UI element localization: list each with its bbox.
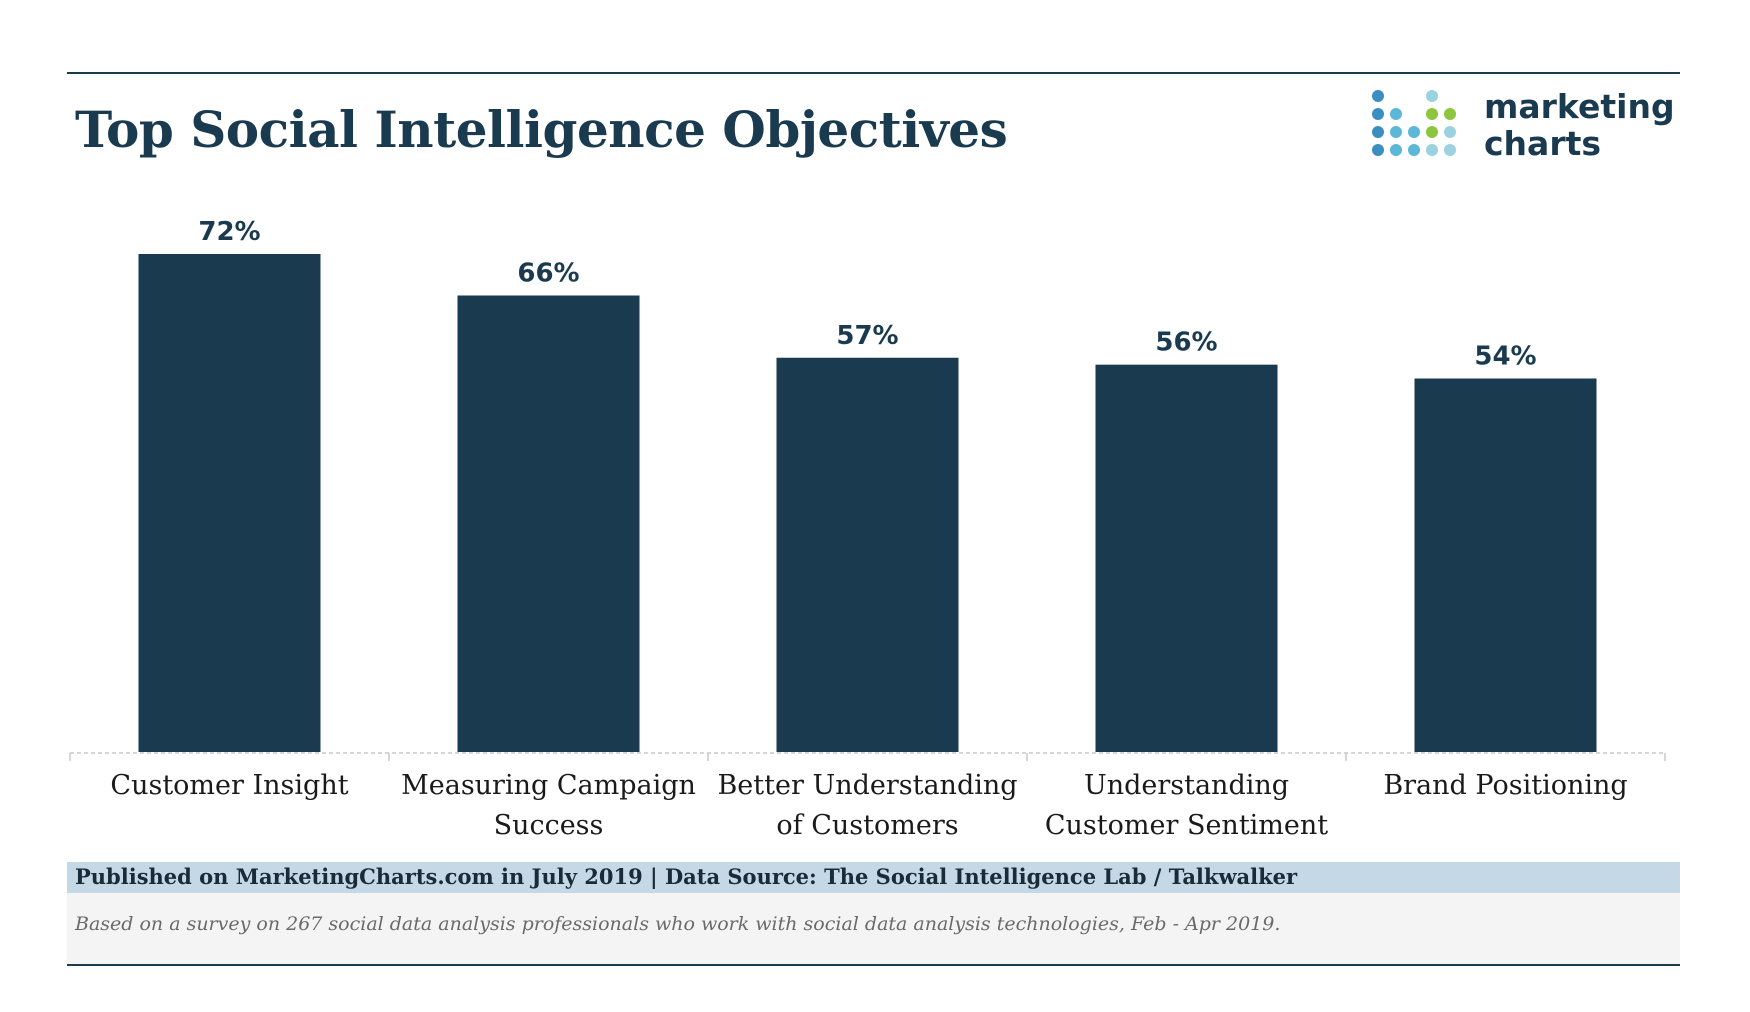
logo-dot	[1426, 126, 1438, 138]
data-label: 57%	[836, 321, 898, 351]
logo-dot	[1390, 108, 1402, 120]
x-tick-label: Better Understanding	[717, 770, 1017, 801]
x-tick-label: Brand Positioning	[1383, 770, 1627, 801]
logo-dot	[1390, 126, 1402, 138]
x-tick-label: Measuring Campaign	[401, 770, 696, 801]
x-tick-label: Success	[494, 810, 604, 841]
logo-line-1: marketing	[1484, 87, 1675, 126]
logo-line-2: charts	[1484, 124, 1602, 163]
bar	[776, 357, 959, 752]
data-label: 56%	[1155, 328, 1217, 358]
logo-dot	[1372, 90, 1384, 102]
logo-dot	[1408, 126, 1420, 138]
logo-dot	[1408, 144, 1420, 156]
logo-dot	[1426, 108, 1438, 120]
bar	[1414, 378, 1597, 752]
logo-dot	[1390, 144, 1402, 156]
x-tick-label: Customer Insight	[110, 770, 348, 801]
bar	[1095, 364, 1278, 752]
logo-dot	[1444, 108, 1456, 120]
data-label: 66%	[517, 259, 579, 289]
footer-note-band: Based on a survey on 267 social data ana…	[67, 893, 1680, 964]
x-tick-label: of Customers	[776, 810, 958, 841]
logo-dot	[1372, 108, 1384, 120]
x-tick-label: Understanding	[1084, 770, 1289, 801]
data-label: 54%	[1474, 342, 1536, 372]
bar	[457, 295, 640, 752]
logo-wordmark: marketing charts	[1484, 88, 1675, 162]
chart-title: Top Social Intelligence Objectives	[75, 100, 1008, 159]
marketingcharts-logo: marketing charts	[1372, 88, 1675, 170]
bar-chart: 72% Customer Insight 66% Measuring Campaign…	[69, 217, 1666, 841]
logo-dot	[1426, 144, 1438, 156]
footer-source-band: Published on MarketingCharts.com in July…	[67, 862, 1680, 893]
footer-note: Based on a survey on 267 social data ana…	[75, 913, 1281, 935]
top-rule	[67, 72, 1680, 74]
logo-dot	[1372, 126, 1384, 138]
bar	[138, 254, 321, 752]
footer-source: Published on MarketingCharts.com in July…	[75, 864, 1298, 889]
data-label: 72%	[198, 217, 260, 247]
logo-dot	[1372, 144, 1384, 156]
logo-dot	[1426, 90, 1438, 102]
bottom-rule	[67, 964, 1680, 966]
logo-dot	[1444, 126, 1456, 138]
logo-dot	[1444, 144, 1456, 156]
x-tick-label: Customer Sentiment	[1045, 810, 1328, 841]
